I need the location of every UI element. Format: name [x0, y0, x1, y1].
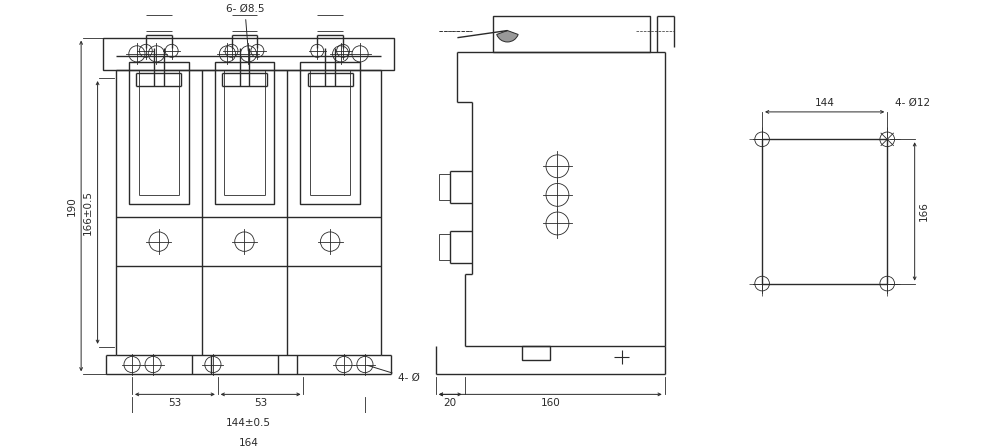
Text: 166±0.5: 166±0.5 [83, 190, 93, 235]
Text: 190: 190 [67, 196, 77, 216]
Text: 4- Ø12: 4- Ø12 [895, 98, 930, 108]
Text: 164: 164 [239, 438, 258, 447]
Text: 144±0.5: 144±0.5 [226, 418, 271, 428]
Wedge shape [497, 30, 518, 42]
Bar [215, 62, 274, 204]
Text: 53: 53 [254, 398, 267, 408]
Text: 160: 160 [540, 398, 560, 408]
Bar [439, 234, 450, 260]
Text: 53: 53 [168, 398, 182, 408]
Text: 6- Ø8.5: 6- Ø8.5 [226, 4, 264, 51]
Bar [493, 16, 650, 52]
Bar [439, 174, 450, 200]
Text: 20: 20 [444, 398, 457, 408]
Bar [300, 62, 360, 204]
Bar [762, 139, 887, 283]
Text: 144: 144 [815, 98, 835, 108]
Bar [522, 346, 550, 360]
Text: 166: 166 [919, 202, 929, 221]
Bar [129, 62, 189, 204]
Text: 4- Ø: 4- Ø [368, 365, 419, 383]
Bar [103, 38, 394, 70]
